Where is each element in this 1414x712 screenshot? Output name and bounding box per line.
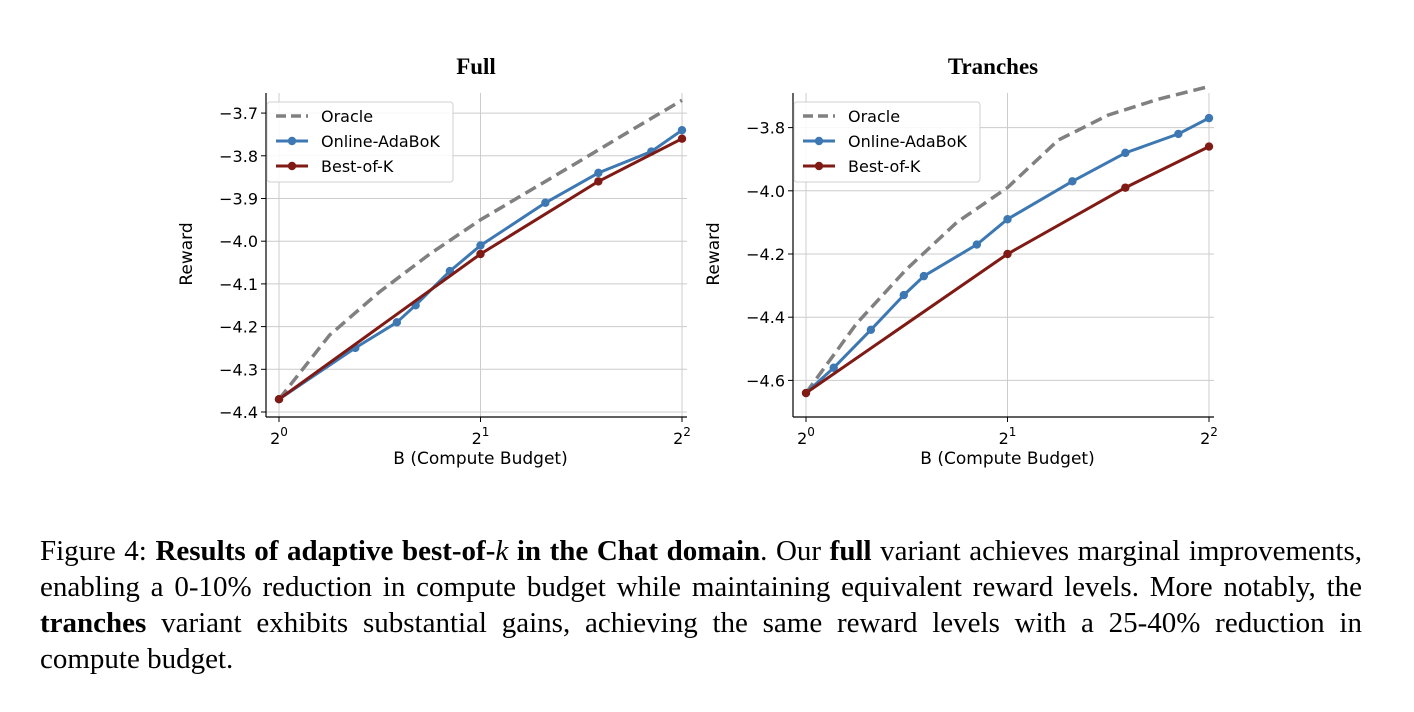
series-point bbox=[829, 363, 838, 372]
y-tick-label: −4.4 bbox=[219, 403, 258, 422]
legend-label: Online-AdaBoK bbox=[321, 132, 440, 151]
caption-bold-tranches: tranches bbox=[40, 607, 147, 639]
legend-frame bbox=[793, 101, 981, 183]
y-axis-label: Reward bbox=[177, 222, 197, 285]
x-tick-label: 22 bbox=[1200, 425, 1218, 448]
y-tick-label: −4.0 bbox=[219, 232, 258, 251]
y-axis-label: Reward bbox=[704, 222, 724, 285]
legend-label: Best-of-K bbox=[848, 157, 921, 176]
series-point bbox=[1003, 249, 1012, 259]
series-point bbox=[541, 198, 550, 207]
y-tick-label: −3.7 bbox=[219, 104, 258, 123]
y-tick-label: −4.6 bbox=[746, 371, 785, 390]
series-point bbox=[1204, 113, 1214, 123]
series-point bbox=[866, 325, 876, 335]
series-point bbox=[1121, 183, 1130, 192]
chart-title: Tranches bbox=[948, 54, 1038, 79]
series-line-1 bbox=[277, 98, 683, 401]
y-tick-label: −4.2 bbox=[219, 318, 258, 337]
y-tick-label: −4.1 bbox=[219, 275, 258, 294]
legend-marker bbox=[287, 161, 297, 171]
series-point bbox=[899, 290, 909, 300]
figure-caption: Figure 4: Results of adaptive best-of-k … bbox=[40, 535, 1362, 675]
series-point bbox=[594, 177, 603, 186]
caption-bold-title: Results of adaptive best-of-k in the Cha… bbox=[155, 535, 761, 567]
caption-bold-full: full bbox=[829, 535, 872, 567]
y-tick-label: −3.8 bbox=[746, 119, 785, 138]
series-point bbox=[1003, 215, 1012, 224]
series-point bbox=[919, 271, 929, 281]
legend-label: Best-of-K bbox=[321, 157, 394, 176]
series-point bbox=[801, 388, 811, 398]
series-point bbox=[677, 125, 687, 135]
legend: Oracle Online-AdaBoK Best-of-K bbox=[266, 101, 454, 183]
y-tick-label: −3.8 bbox=[219, 147, 258, 166]
series-point bbox=[476, 249, 485, 259]
series-point bbox=[1121, 148, 1130, 158]
series-point bbox=[972, 240, 982, 249]
series-point bbox=[274, 394, 284, 404]
series-point bbox=[476, 241, 485, 250]
x-axis-label: B (Compute Budget) bbox=[920, 449, 1094, 469]
x-tick-label: 21 bbox=[999, 425, 1017, 448]
series-line-3 bbox=[278, 137, 683, 401]
series-point bbox=[392, 318, 402, 327]
x-tick-label: 21 bbox=[472, 425, 490, 448]
y-tick-label: −4.3 bbox=[219, 360, 258, 379]
chart-title: Full bbox=[456, 54, 496, 79]
series-line-2 bbox=[278, 128, 683, 401]
series-point bbox=[594, 168, 603, 178]
x-tick-label: 22 bbox=[673, 425, 691, 448]
x-tick-label: 20 bbox=[270, 425, 288, 448]
legend-marker bbox=[814, 161, 824, 171]
legend-label: Oracle bbox=[321, 107, 373, 126]
x-tick-label: 20 bbox=[797, 425, 815, 448]
legend: Oracle Online-AdaBoK Best-of-K bbox=[793, 101, 981, 183]
series-line-1 bbox=[804, 84, 1210, 395]
chart-panel-1: Full −3.7 −3.8 −3.9 −4.0 −4.1 −4.2 −4.3 −4.4 20 21… bbox=[177, 54, 691, 469]
y-tick-label: −4.4 bbox=[746, 308, 785, 327]
series-point bbox=[677, 134, 687, 143]
figure-charts: Full −3.7 −3.8 −3.9 −4.0 −4.1 −4.2 −4.3 −4.4 20 21… bbox=[177, 54, 1218, 469]
y-tick-label: −4.0 bbox=[746, 182, 785, 201]
y-tick-label: −4.2 bbox=[746, 245, 785, 264]
chart-panel-2: Tranches −3.8 −4.0 −4.2 −4.4 −4.6 20 21 22 B (Com… bbox=[704, 54, 1218, 469]
legend-marker bbox=[814, 136, 824, 146]
legend-frame bbox=[266, 101, 454, 183]
series-point bbox=[1174, 129, 1183, 139]
series-point bbox=[1068, 177, 1077, 186]
caption-label: Figure 4: bbox=[40, 535, 147, 567]
series-point bbox=[1204, 142, 1214, 151]
x-axis-label: B (Compute Budget) bbox=[393, 449, 567, 469]
legend-marker bbox=[287, 136, 297, 146]
legend-label: Oracle bbox=[848, 107, 900, 126]
legend-label: Online-AdaBoK bbox=[848, 132, 967, 151]
series-line-3 bbox=[805, 145, 1210, 395]
y-tick-label: −3.9 bbox=[219, 189, 258, 208]
